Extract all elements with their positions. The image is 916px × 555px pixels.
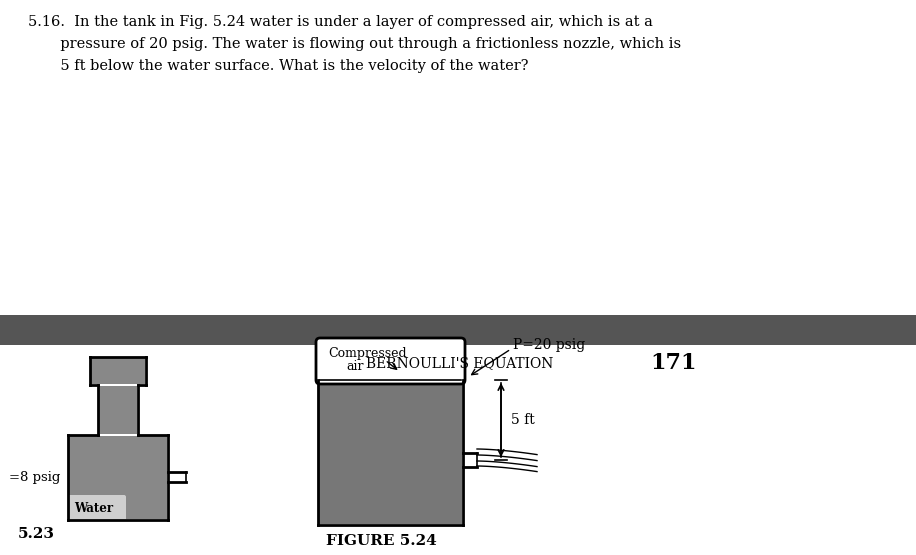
Text: FIGURE 5.24: FIGURE 5.24: [326, 534, 437, 548]
FancyBboxPatch shape: [67, 495, 126, 521]
Text: P=20 psig: P=20 psig: [513, 338, 585, 352]
Text: 5.23: 5.23: [18, 527, 55, 541]
Text: Water: Water: [74, 502, 113, 514]
Text: BERNOULLI'S EQUATION: BERNOULLI'S EQUATION: [366, 356, 553, 370]
Text: 5.16.  In the tank in Fig. 5.24 water is under a layer of compressed air, which : 5.16. In the tank in Fig. 5.24 water is …: [28, 15, 653, 29]
Text: 5 ft below the water surface. What is the velocity of the water?: 5 ft below the water surface. What is th…: [28, 59, 529, 73]
Bar: [69, 436, 167, 519]
FancyBboxPatch shape: [316, 338, 465, 384]
Text: 5 ft: 5 ft: [511, 413, 535, 427]
Bar: [319, 380, 462, 524]
Text: pressure of 20 psig. The water is flowing out through a frictionless nozzle, whi: pressure of 20 psig. The water is flowin…: [28, 37, 682, 51]
Bar: [99, 386, 137, 434]
Bar: [0, 315, 916, 345]
Text: air: air: [346, 361, 364, 374]
Text: 171: 171: [650, 352, 696, 374]
Text: =8 psig: =8 psig: [8, 471, 60, 483]
Text: Compressed: Compressed: [328, 347, 407, 361]
Bar: [91, 358, 145, 384]
